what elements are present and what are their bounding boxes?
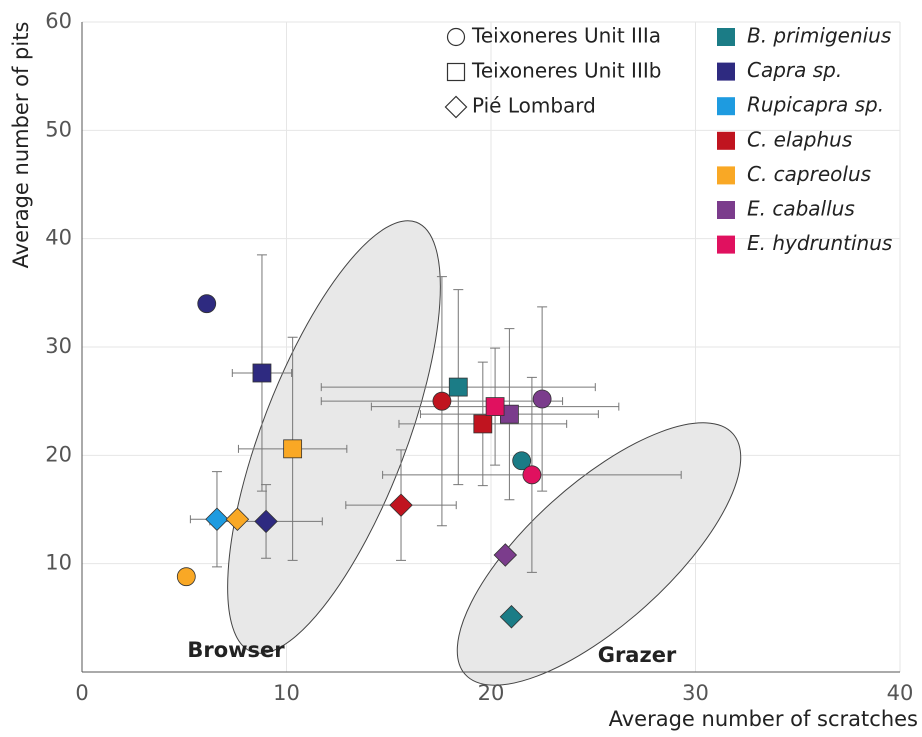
legend-label: E. caballus xyxy=(747,197,855,221)
legend-label: C. elaphus xyxy=(747,127,852,151)
y-tick-label: 60 xyxy=(45,9,72,33)
y-tick-label: 20 xyxy=(45,442,72,466)
legend-swatch xyxy=(717,97,735,116)
x-tick-label: 10 xyxy=(273,681,300,705)
x-tick-label: 30 xyxy=(682,681,709,705)
point xyxy=(225,507,250,531)
legend-swatch xyxy=(717,235,735,254)
grazer-ellipse xyxy=(456,422,742,686)
point xyxy=(522,465,542,485)
point xyxy=(283,439,303,459)
point xyxy=(205,507,229,531)
legend-label: Teixoneres Unit IIIb xyxy=(471,59,661,83)
legend-label: Pié Lombard xyxy=(472,94,596,118)
x-axis-title: Average number of scratches xyxy=(609,707,918,731)
point xyxy=(499,605,524,629)
y-tick-label: 30 xyxy=(45,334,72,358)
point xyxy=(254,509,278,534)
x-tick-label: 40 xyxy=(887,681,914,705)
point xyxy=(252,363,272,383)
point xyxy=(176,567,196,587)
browser-ellipse xyxy=(227,220,441,654)
legend-marker xyxy=(446,27,466,47)
point xyxy=(473,414,493,434)
point xyxy=(197,294,217,314)
legend-label: C. capreolus xyxy=(747,162,871,186)
x-tick-label: 20 xyxy=(478,681,505,705)
legend-swatch xyxy=(717,131,735,150)
legend-label: Capra sp. xyxy=(747,58,842,82)
point xyxy=(448,377,468,397)
legend-swatch xyxy=(717,28,735,46)
annotation: Grazer xyxy=(598,643,677,667)
legend-label: Rupicapra sp. xyxy=(747,93,884,117)
x-tick-label: 0 xyxy=(75,681,88,705)
legend-label: E. hydruntinus xyxy=(747,231,892,255)
y-tick-label: 40 xyxy=(45,226,72,250)
legend-label: B. primigenius xyxy=(747,24,891,48)
point xyxy=(432,391,452,411)
legend-swatch xyxy=(717,62,735,81)
legend-swatch xyxy=(717,201,735,219)
legend-label: Teixoneres Unit IIIa xyxy=(471,24,661,48)
grid xyxy=(81,21,901,672)
point xyxy=(485,397,505,416)
y-tick-label: 50 xyxy=(45,117,72,141)
point xyxy=(493,543,518,567)
point xyxy=(532,389,552,409)
point xyxy=(389,493,413,517)
legend-marker xyxy=(446,62,466,82)
legend-marker xyxy=(444,95,468,119)
legend-swatch xyxy=(717,166,735,185)
point xyxy=(512,451,532,471)
annotation: Browser xyxy=(187,638,285,662)
y-tick-label: 10 xyxy=(45,551,72,575)
y-axis-title: Average number of pits xyxy=(9,22,33,269)
